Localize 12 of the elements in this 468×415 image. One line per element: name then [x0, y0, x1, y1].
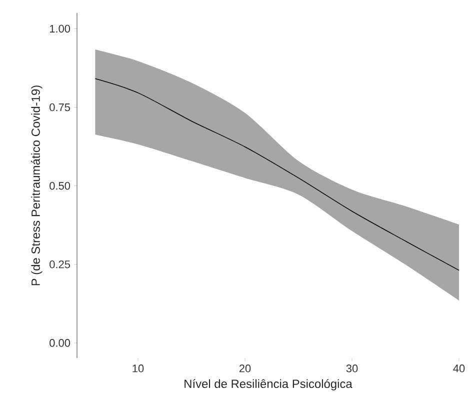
- y-tick-label: 1.00: [50, 24, 70, 33]
- y-tick-label: 0.25: [50, 260, 70, 268]
- x-tick-label: 20: [239, 364, 251, 372]
- line-series: [94, 78, 460, 271]
- x-tick-label: 40: [453, 364, 465, 372]
- x-tick-label: 10: [132, 364, 144, 372]
- x-axis-title: Nível de Resiliência Psicológica: [184, 379, 352, 390]
- x-tick-label: 30: [346, 364, 358, 372]
- y-axis-title: P (de Stress Peritraumático Covid-19): [31, 86, 42, 286]
- y-tick-label: 0.00: [50, 339, 70, 347]
- y-tick-label: 0.50: [50, 182, 70, 190]
- y-tick-label: 0.75: [50, 103, 70, 112]
